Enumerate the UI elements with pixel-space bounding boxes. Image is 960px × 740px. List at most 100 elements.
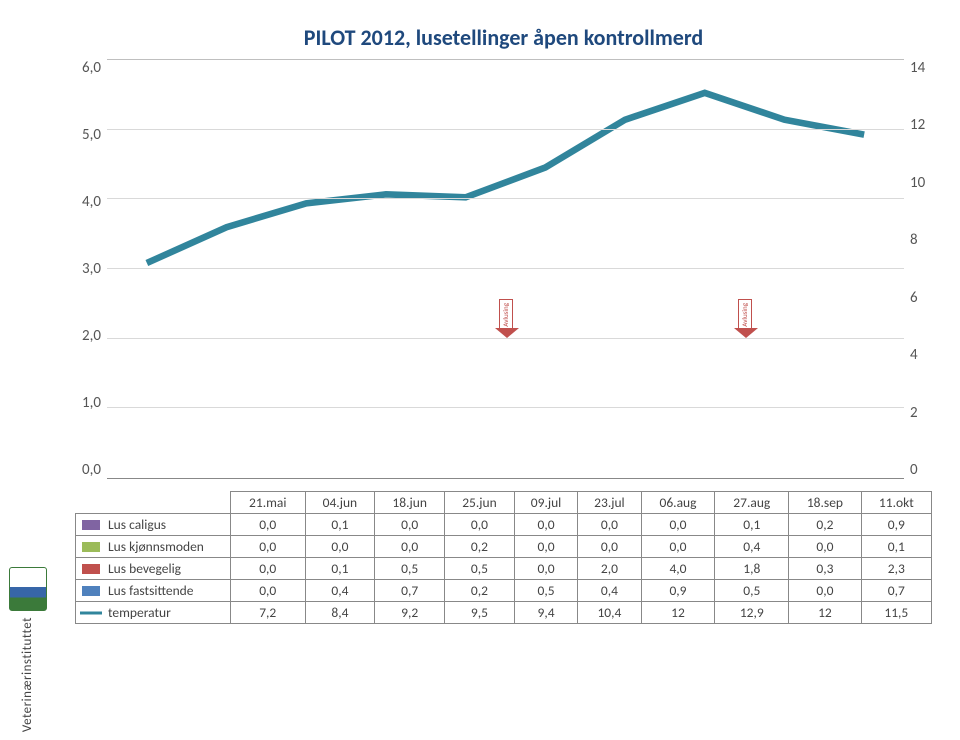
plot-area: AvlusingAvlusing	[107, 59, 904, 479]
table-header-cell: 18.jun	[375, 492, 445, 514]
y-axis-left: 6,0 5,0 4,0 3,0 2,0 1,0 0,0	[75, 59, 107, 479]
table-cell: 0,1	[305, 514, 375, 536]
legend-swatch	[82, 520, 100, 530]
institute-sidebar: Veterinærinstituttet	[0, 0, 55, 740]
table-header-cell: 21.mai	[231, 492, 306, 514]
table-cell: 10,4	[578, 602, 641, 624]
table-cell: 0,2	[445, 536, 515, 558]
table-cell: 0,5	[715, 580, 789, 602]
legend-swatch	[80, 611, 102, 614]
table-header-cell: 09.jul	[514, 492, 577, 514]
table-cell: 0,0	[231, 580, 306, 602]
y-left-tick: 1,0	[75, 394, 101, 412]
line-layer	[107, 60, 904, 478]
table-row: Lus bevegelig0,00,10,50,50,02,04,01,80,3…	[76, 558, 932, 580]
table-row: temperatur7,28,49,29,59,410,41212,91211,…	[76, 602, 932, 624]
chart-area: 6,0 5,0 4,0 3,0 2,0 1,0 0,0 AvlusingAvlusing 1…	[75, 59, 932, 728]
table-cell: 0,4	[578, 580, 641, 602]
y-right-tick: 6	[910, 289, 932, 307]
y-right-tick: 8	[910, 231, 932, 249]
y-left-tick: 4,0	[75, 193, 101, 211]
table-cell: 9,5	[445, 602, 515, 624]
table-header-cell: 18.sep	[789, 492, 861, 514]
y-right-tick: 14	[910, 59, 932, 77]
legend-label: Lus caligus	[108, 516, 166, 533]
legend-label: temperatur	[108, 604, 171, 621]
legend-swatch	[82, 542, 100, 552]
table-cell: 8,4	[305, 602, 375, 624]
table-cell: 2,3	[861, 558, 931, 580]
legend-label: Lus fastsittende	[108, 582, 194, 599]
table-cell: 0,0	[231, 514, 306, 536]
y-left-tick: 6,0	[75, 59, 101, 77]
table-cell: 0,2	[445, 580, 515, 602]
table-cell: 4,0	[641, 558, 715, 580]
y-right-tick: 0	[910, 461, 932, 479]
table-cell: 0,0	[641, 514, 715, 536]
y-left-tick: 2,0	[75, 327, 101, 345]
y-left-tick: 3,0	[75, 260, 101, 278]
legend-data-table: 21.mai04.jun18.jun25.jun09.jul23.jul06.a…	[75, 491, 932, 624]
table-cell: 0,4	[305, 580, 375, 602]
table-row: Lus caligus0,00,10,00,00,00,00,00,10,20,…	[76, 514, 932, 536]
institute-name: Veterinærinstituttet	[20, 617, 35, 732]
table-header-cell: 06.aug	[641, 492, 715, 514]
table-header-cell: 27.aug	[715, 492, 789, 514]
table-cell: 0,9	[641, 580, 715, 602]
table-cell: 0,0	[789, 536, 861, 558]
table-cell: 0,0	[305, 536, 375, 558]
institute-logo-icon	[9, 567, 47, 611]
table-cell: 12	[641, 602, 715, 624]
table-row: Lus kjønnsmoden0,00,00,00,20,00,00,00,40…	[76, 536, 932, 558]
chart-panel: PILOT 2012, lusetellinger åpen kontrollm…	[55, 0, 960, 740]
table-cell: 0,4	[715, 536, 789, 558]
y-right-tick: 4	[910, 346, 932, 364]
table-cell: 0,0	[578, 536, 641, 558]
legend-swatch	[82, 586, 100, 596]
table-cell: 0,0	[375, 514, 445, 536]
table-cell: 0,0	[514, 558, 577, 580]
table-cell: 0,5	[514, 580, 577, 602]
y-right-tick: 2	[910, 404, 932, 422]
temperature-line	[147, 93, 864, 263]
y-right-tick: 10	[910, 174, 932, 192]
table-cell: 0,1	[305, 558, 375, 580]
table-cell: 7,2	[231, 602, 306, 624]
table-cell: 9,2	[375, 602, 445, 624]
table-cell: 0,7	[375, 580, 445, 602]
table-header-cell: 25.jun	[445, 492, 515, 514]
table-cell: 0,1	[715, 514, 789, 536]
table-cell: 9,4	[514, 602, 577, 624]
table-cell: 0,5	[375, 558, 445, 580]
y-left-tick: 5,0	[75, 126, 101, 144]
y-left-tick: 0,0	[75, 461, 101, 479]
table-cell: 12	[789, 602, 861, 624]
table-cell: 0,0	[641, 536, 715, 558]
table-header-cell: 04.jun	[305, 492, 375, 514]
table-cell: 0,2	[789, 514, 861, 536]
table-cell: 0,0	[514, 514, 577, 536]
legend-label: Lus bevegelig	[108, 560, 181, 577]
table-cell: 0,9	[861, 514, 931, 536]
table-cell: 0,5	[445, 558, 515, 580]
table-cell: 0,0	[514, 536, 577, 558]
table-cell: 0,0	[789, 580, 861, 602]
legend-swatch	[82, 564, 100, 574]
table-cell: 0,0	[231, 536, 306, 558]
table-cell: 0,0	[445, 514, 515, 536]
table-row: Lus fastsittende0,00,40,70,20,50,40,90,5…	[76, 580, 932, 602]
table-cell: 0,3	[789, 558, 861, 580]
y-right-tick: 12	[910, 116, 932, 134]
y-axis-right: 14 12 10 8 6 4 2 0	[904, 59, 932, 479]
chart-title: PILOT 2012, lusetellinger åpen kontrollm…	[75, 24, 932, 51]
table-header-cell: 23.jul	[578, 492, 641, 514]
table-cell: 11,5	[861, 602, 931, 624]
legend-label: Lus kjønnsmoden	[108, 538, 204, 555]
table-cell: 0,1	[861, 536, 931, 558]
table-cell: 12,9	[715, 602, 789, 624]
table-cell: 1,8	[715, 558, 789, 580]
table-cell: 0,0	[231, 558, 306, 580]
table-cell: 0,0	[578, 514, 641, 536]
table-header-cell: 11.okt	[861, 492, 931, 514]
table-cell: 0,7	[861, 580, 931, 602]
